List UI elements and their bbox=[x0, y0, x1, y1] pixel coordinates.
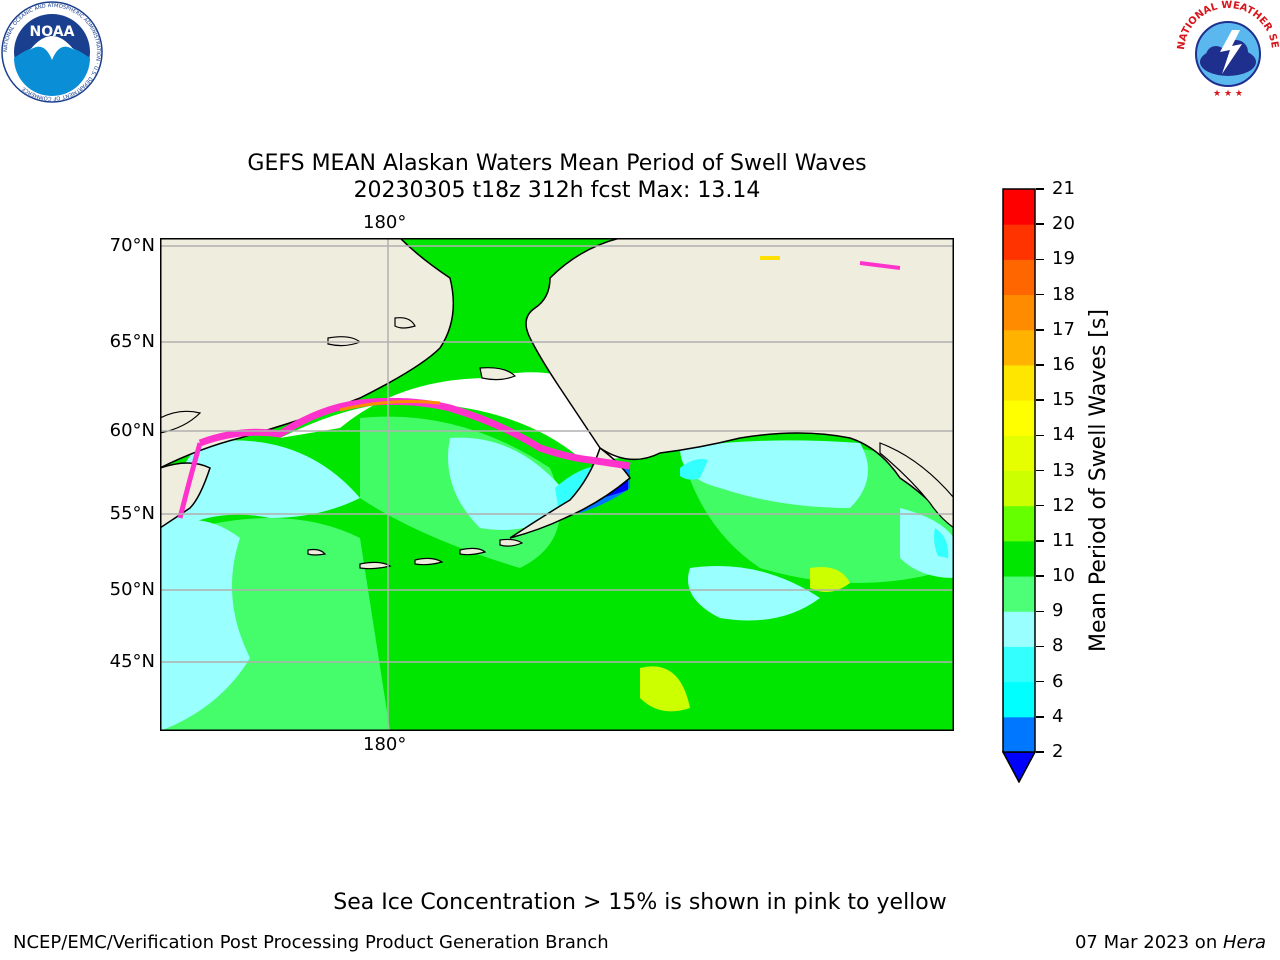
colorbar bbox=[1001, 188, 1037, 784]
colorbar-segment bbox=[1003, 611, 1035, 647]
colorbar-tick-label: 20 bbox=[1052, 213, 1075, 235]
colorbar-tick-label: 8 bbox=[1052, 635, 1064, 657]
colorbar-tick-label: 2 bbox=[1052, 741, 1064, 762]
colorbar-svg bbox=[1001, 188, 1037, 784]
footer-branch: NCEP/EMC/Verification Post Processing Pr… bbox=[13, 932, 609, 953]
colorbar-segment bbox=[1003, 716, 1035, 753]
colorbar-tick-label: 12 bbox=[1052, 494, 1075, 516]
colorbar-segment bbox=[1003, 259, 1035, 296]
colorbar-tick-mark bbox=[1036, 258, 1044, 261]
colorbar-tick-mark bbox=[1036, 223, 1044, 225]
nws-logo: NATIONAL WEATHER SERVICE ★ ★ ★ bbox=[1172, 0, 1280, 104]
colorbar-tick-label: 18 bbox=[1052, 283, 1075, 305]
land-siberia bbox=[159, 237, 455, 470]
colorbar-tick-label: 17 bbox=[1052, 318, 1075, 340]
colorbar-segment bbox=[1003, 540, 1035, 577]
footer-date-text: 07 Mar 2023 on bbox=[1074, 932, 1223, 953]
colorbar-tick-mark bbox=[1036, 188, 1044, 190]
lat-label-45: 45°N bbox=[109, 651, 155, 672]
colorbar-tick-label: 15 bbox=[1052, 389, 1075, 411]
colorbar-segment bbox=[1003, 576, 1035, 612]
period-8-9-zone bbox=[160, 520, 250, 731]
colorbar-segment bbox=[1003, 224, 1035, 260]
colorbar-tick-mark bbox=[1036, 364, 1044, 366]
colorbar-segment bbox=[1003, 400, 1035, 436]
colorbar-tick-mark bbox=[1036, 751, 1044, 753]
lat-label-60: 60°N bbox=[109, 420, 155, 441]
colorbar-segment bbox=[1003, 470, 1035, 507]
colorbar-tick-label: 14 bbox=[1052, 424, 1075, 446]
colorbar-tick-mark bbox=[1036, 610, 1044, 612]
svg-text:★ ★ ★: ★ ★ ★ bbox=[1213, 89, 1243, 99]
lat-label-65: 65°N bbox=[109, 331, 155, 352]
colorbar-tick-label: 6 bbox=[1052, 670, 1064, 692]
lat-label-55: 55°N bbox=[109, 503, 155, 524]
ice-covered-white bbox=[280, 372, 640, 460]
colorbar-tick-label: 16 bbox=[1052, 353, 1075, 375]
colorbar-tick-mark bbox=[1036, 293, 1044, 296]
colorbar-tick-label: 19 bbox=[1052, 248, 1075, 270]
lat-label-50: 50°N bbox=[109, 579, 155, 600]
colorbar-tick-mark bbox=[1036, 399, 1044, 401]
chart-title-line-2: 20230305 t18z 312h fcst Max: 13.14 bbox=[353, 178, 761, 203]
footer-date: 07 Mar 2023 on Hera bbox=[1075, 932, 1266, 953]
lon-label-top: 180° bbox=[363, 212, 407, 233]
map-svg bbox=[159, 237, 955, 731]
graticule bbox=[160, 238, 954, 731]
colorbar-extend-triangle bbox=[1001, 751, 1037, 784]
noaa-logo: NATIONAL OCEANIC AND ATMOSPHERIC ADMINIS… bbox=[0, 0, 104, 104]
colorbar-tick-mark bbox=[1036, 575, 1044, 577]
sea-ice-edge bbox=[198, 397, 631, 470]
colorbar-title: Mean Period of Swell Waves [s] bbox=[1086, 309, 1111, 652]
colorbar-tick-label: 21 bbox=[1052, 178, 1075, 199]
colorbar-segment bbox=[1003, 646, 1035, 683]
colorbar-tick-label: 11 bbox=[1052, 529, 1075, 551]
aleutian-islands bbox=[307, 538, 524, 570]
colorbar-tick-label: 10 bbox=[1052, 565, 1075, 587]
footer-machine: Hera bbox=[1222, 932, 1266, 953]
colorbar-tick-mark bbox=[1036, 680, 1044, 683]
colorbar-tick-mark bbox=[1036, 434, 1044, 437]
colorbar-tick-mark bbox=[1036, 540, 1044, 542]
colorbar-segment bbox=[1003, 435, 1035, 471]
colorbar-tick-mark bbox=[1036, 645, 1044, 648]
colorbar-tick-mark bbox=[1036, 716, 1044, 718]
colorbar-segment bbox=[1003, 329, 1035, 366]
colorbar-segment bbox=[1003, 364, 1035, 401]
colorbar-segment bbox=[1003, 505, 1035, 542]
chart-title-line-1: GEFS MEAN Alaskan Waters Mean Period of … bbox=[247, 151, 867, 176]
sea-ice-note: Sea Ice Concentration > 15% is shown in … bbox=[333, 890, 947, 915]
colorbar-tick-mark bbox=[1036, 504, 1044, 507]
colorbar-tick-mark bbox=[1036, 469, 1044, 472]
noaa-logo-text: NOAA bbox=[30, 24, 75, 40]
lat-label-70: 70°N bbox=[109, 235, 155, 256]
colorbar-segment bbox=[1003, 189, 1035, 225]
lon-label-bottom: 180° bbox=[363, 734, 407, 755]
colorbar-segment bbox=[1003, 681, 1035, 718]
colorbar-tick-label: 13 bbox=[1052, 459, 1075, 481]
colorbar-segment bbox=[1003, 294, 1035, 331]
colorbar-tick-label: 4 bbox=[1052, 705, 1064, 727]
colorbar-tick-label: 9 bbox=[1052, 600, 1064, 622]
colorbar-tick-mark bbox=[1036, 329, 1044, 331]
map-panel bbox=[159, 237, 955, 731]
